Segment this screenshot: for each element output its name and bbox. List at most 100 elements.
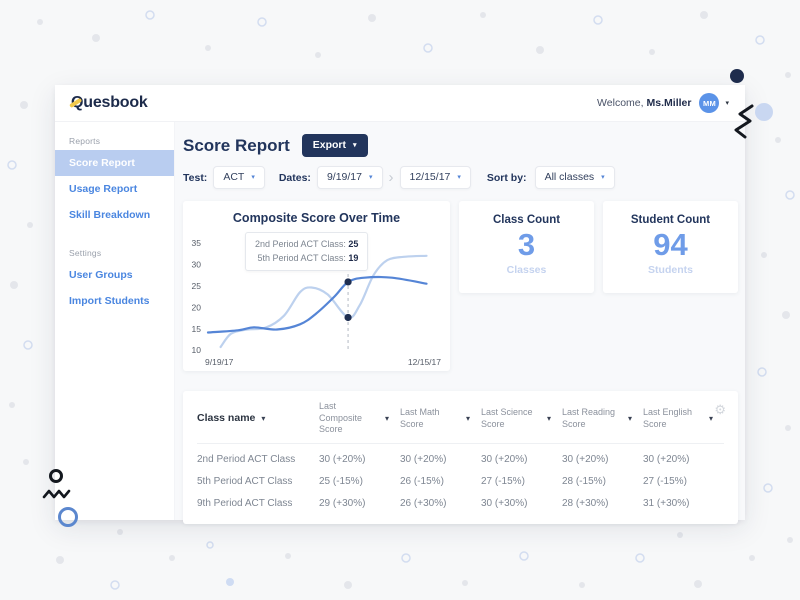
student-count-unit: Students (648, 263, 693, 276)
table-row[interactable]: 9th Period ACT Class 29 (+30%) 26 (+30%)… (197, 492, 724, 514)
sort-dropdown[interactable]: All classes ▾ (534, 166, 615, 189)
cell-score: 25 (-15%) (319, 475, 363, 487)
class-count-unit: Classes (506, 263, 547, 276)
column-label: Last English Score (643, 406, 693, 429)
test-filter-label: Test: (183, 171, 208, 184)
x-label-end: 12/15/17 (408, 357, 441, 367)
export-label: Export (312, 139, 347, 151)
logo-text: Quesbook (71, 94, 148, 111)
sort-caret-icon[interactable]: ▾ (261, 414, 266, 424)
date-end-value: 12/15/17 (409, 171, 451, 183)
y-tick: 35 (192, 238, 202, 248)
test-dropdown-value: ACT (223, 171, 245, 183)
cell-score: 30 (+30%) (481, 497, 528, 509)
gear-icon[interactable]: ⚙ (714, 402, 726, 417)
user-name: Ms.Miller (646, 97, 692, 109)
avatar[interactable]: MM (699, 93, 720, 113)
y-tick: 15 (192, 324, 202, 334)
dates-filter-label: Dates: (278, 171, 311, 184)
sort-caret-icon[interactable]: ▾ (385, 414, 390, 424)
cell-score: 31 (+30%) (643, 497, 690, 509)
test-dropdown[interactable]: ACT ▾ (213, 166, 265, 189)
sidebar-item-skill-breakdown[interactable]: Skill Breakdown (69, 209, 151, 221)
column-label: Last Math Score (400, 406, 440, 429)
main-content: Score Report Export ▾ Test: ACT ▾ Dates:… (175, 122, 745, 525)
tooltip-label: 5th Period ACT Class: (257, 253, 346, 264)
sort-caret-icon[interactable]: ▾ (628, 414, 633, 424)
chevron-down-icon: ▾ (368, 173, 373, 181)
column-label: Last Composite Score (319, 401, 363, 435)
class-count-card: Class Count 3 Classes (459, 201, 594, 293)
cell-score: 28 (+30%) (562, 497, 609, 509)
x-label-start: 9/19/17 (205, 357, 234, 367)
cell-score: 30 (+20%) (481, 453, 528, 465)
sidebar-item-usage-report[interactable]: Usage Report (69, 183, 138, 195)
chevron-down-icon: ▾ (353, 141, 357, 149)
y-tick: 10 (192, 345, 202, 355)
cell-score: 30 (+20%) (400, 453, 447, 465)
chart-marker (344, 278, 352, 286)
composite-score-chart: 35 30 25 20 15 10 9/19/17 12/15/17 (192, 238, 441, 367)
tooltip-value: 25 (348, 239, 359, 249)
cell-score: 29 (+30%) (319, 497, 366, 509)
sort-caret-icon[interactable]: ▾ (709, 414, 714, 424)
chevron-down-icon: ▾ (457, 173, 461, 181)
column-last-math: Last Math Score ▾ (400, 407, 481, 430)
date-start-dropdown[interactable]: 9/19/17 ▾ (316, 166, 383, 189)
tooltip-value: 19 (348, 253, 359, 264)
class-count-title: Class Count (492, 214, 561, 226)
table-row[interactable]: 5th Period ACT Class 25 (-15%) 26 (-15%)… (197, 470, 724, 492)
app-window: Quesbook Welcome, Ms.Miller MM ▾ Reports… (55, 85, 745, 525)
table-header: Class name ▾ Last Composite Score ▾ Last… (197, 393, 724, 445)
chart-title: Composite Score Over Time (232, 211, 401, 225)
cell-score: 26 (-15%) (400, 475, 444, 487)
cell-score: 28 (-15%) (562, 475, 606, 487)
cell-class-name: 9th Period ACT Class (197, 497, 293, 509)
export-button[interactable]: Export ▾ (301, 134, 368, 157)
cell-score: 26 (+30%) (400, 497, 447, 509)
sidebar-section-settings: Settings (69, 248, 102, 258)
column-label: Class name (197, 411, 256, 424)
cell-score: 30 (+20%) (562, 453, 609, 465)
column-class-name: Class name ▾ (197, 412, 319, 426)
date-end-dropdown[interactable]: 12/15/17 ▾ (399, 166, 471, 189)
date-start-value: 9/19/17 (326, 171, 362, 183)
chevron-down-icon: ▾ (251, 173, 255, 181)
chevron-down-icon: ▾ (601, 173, 605, 181)
chart-tooltip: 2nd Period ACT Class: 25 5th Period ACT … (245, 232, 369, 271)
column-last-reading: Last Reading Score ▾ (562, 407, 643, 430)
sidebar-item-import-students[interactable]: Import Students (69, 295, 150, 307)
sort-caret-icon[interactable]: ▾ (547, 414, 552, 424)
chart-line-light (219, 254, 428, 349)
sidebar-item-user-groups[interactable]: User Groups (69, 269, 133, 281)
student-count-card: Student Count 94 Students (603, 201, 738, 293)
column-last-composite: Last Composite Score ▾ (319, 401, 400, 436)
sort-caret-icon[interactable]: ▾ (466, 414, 471, 424)
class-count-value: 3 (517, 227, 536, 262)
quesbook-logo[interactable]: Quesbook (69, 94, 148, 112)
column-last-science: Last Science Score ▾ (481, 407, 562, 430)
chevron-right-icon: › (388, 169, 394, 186)
student-count-value: 94 (653, 227, 688, 262)
column-last-english: Last English Score ▾ (643, 407, 724, 430)
column-label: Last Science Score (481, 406, 533, 429)
chart-marker (344, 313, 352, 322)
cell-score: 30 (+20%) (643, 453, 690, 465)
sidebar-item-score-report[interactable]: Score Report (55, 150, 174, 176)
app-header: Quesbook Welcome, Ms.Miller MM ▾ (55, 85, 745, 122)
sort-dropdown-value: All classes (544, 171, 595, 183)
cell-score: 30 (+20%) (319, 453, 366, 465)
sidebar-section-reports: Reports (69, 136, 101, 146)
sidebar: Reports Score Report Usage Report Skill … (55, 122, 175, 520)
user-menu: Welcome, Ms.Miller MM ▾ (597, 93, 729, 113)
cell-class-name: 5th Period ACT Class (197, 475, 293, 487)
student-count-title: Student Count (630, 214, 711, 226)
scores-table: Class name ▾ Last Composite Score ▾ Last… (183, 391, 738, 525)
filter-bar: Test: ACT ▾ Dates: 9/19/17 ▾ › 12/15/17 … (183, 166, 738, 189)
chevron-down-icon[interactable]: ▾ (725, 100, 729, 107)
table-row[interactable]: 2nd Period ACT Class 30 (+20%) 30 (+20%)… (197, 448, 724, 470)
cell-class-name: 2nd Period ACT Class (197, 453, 296, 465)
y-tick: 25 (192, 281, 202, 291)
welcome-text: Welcome, (597, 97, 644, 109)
